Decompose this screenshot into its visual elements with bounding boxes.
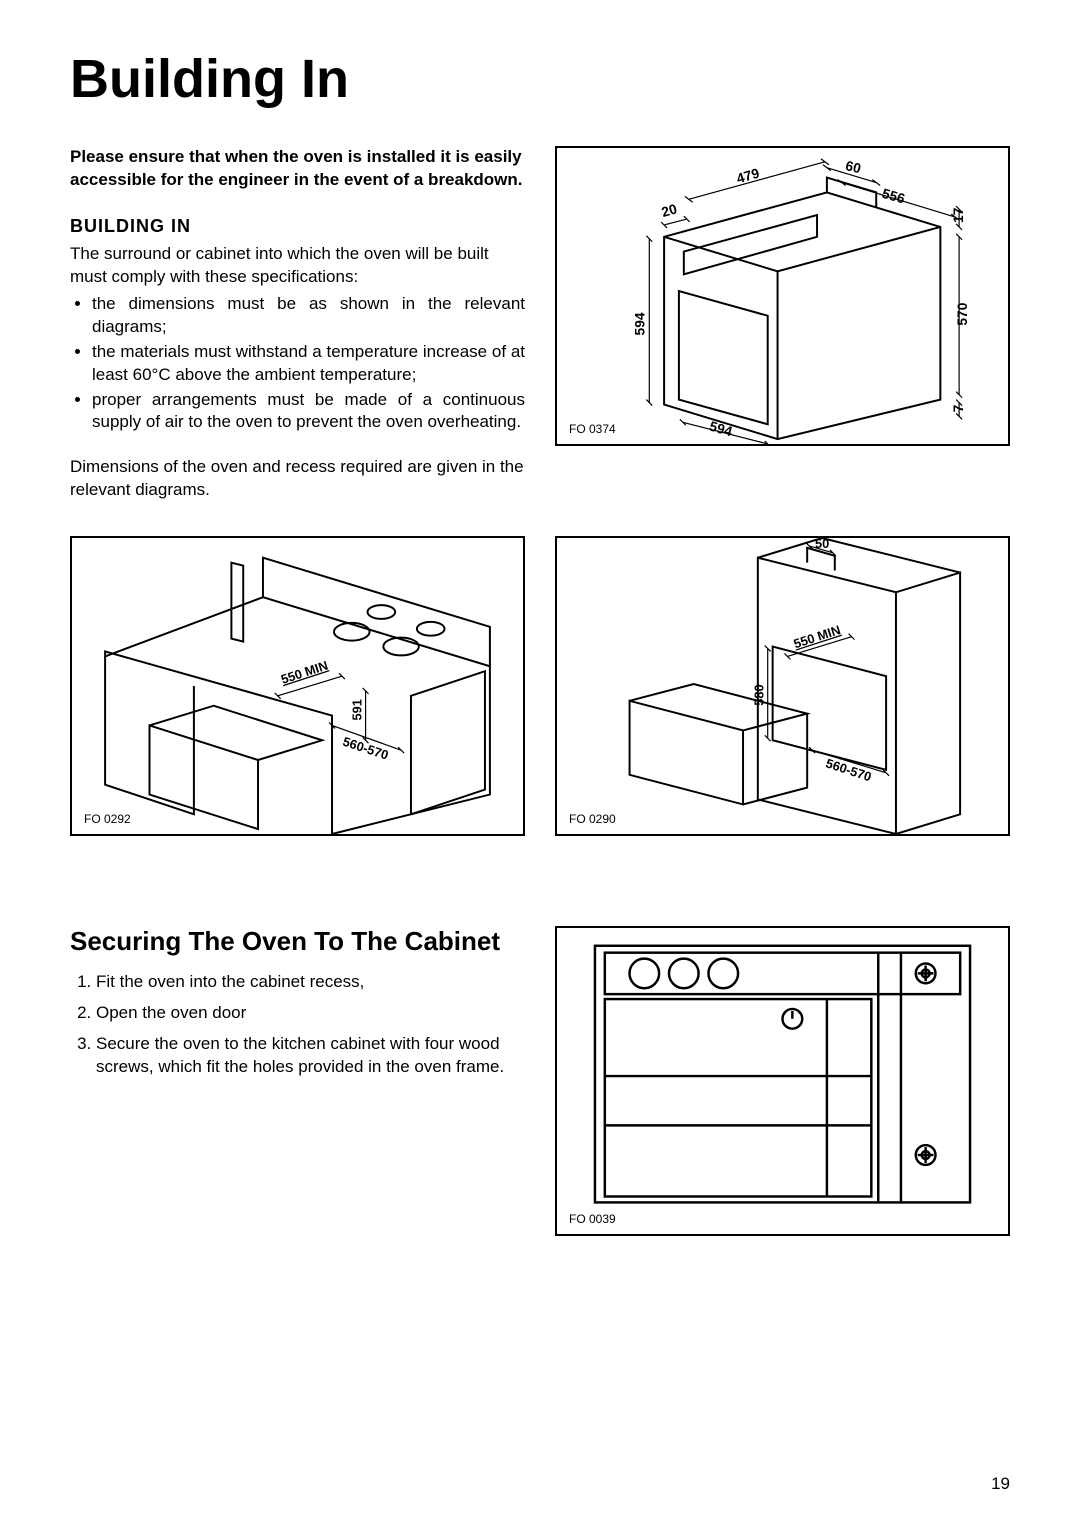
diagram-ref: FO 0290 — [569, 812, 616, 826]
diagram-ref: FO 0292 — [84, 812, 131, 826]
section-heading: BUILDING IN — [70, 216, 525, 237]
securing-row: Securing The Oven To The Cabinet Fit the… — [70, 926, 1010, 1236]
dim-label: 20 — [660, 200, 679, 220]
intro-paragraph: Please ensure that when the oven is inst… — [70, 146, 525, 192]
diagram-ref: FO 0374 — [569, 422, 616, 436]
dim-label: 580 — [752, 685, 767, 706]
bullet-item: proper arrangements must be made of a co… — [92, 389, 525, 435]
intro-row: Please ensure that when the oven is inst… — [70, 146, 1010, 506]
step-item: Secure the oven to the kitchen cabinet w… — [96, 1033, 525, 1079]
spec-bullets: the dimensions must be as shown in the r… — [70, 293, 525, 435]
step-item: Open the oven door — [96, 1002, 525, 1025]
diagram-securing-screws: FO 0039 — [555, 926, 1010, 1236]
bullet-item: the materials must withstand a temperatu… — [92, 341, 525, 387]
page-number: 19 — [991, 1474, 1010, 1494]
diagram-row: 550 MIN 560-570 591 FO 0292 — [70, 536, 1010, 836]
dim-label: 50 — [815, 538, 829, 551]
dim-label: 570 — [954, 302, 970, 325]
dim-label: 17 — [950, 207, 966, 223]
dim-label: 479 — [735, 165, 762, 187]
bullet-item: the dimensions must be as shown in the r… — [92, 293, 525, 339]
body-paragraph-1: The surround or cabinet into which the o… — [70, 243, 525, 289]
body-paragraph-2: Dimensions of the oven and recess requir… — [70, 456, 525, 502]
diagram-oven-dimensions: 60 479 20 556 17 570 7 594 594 FO 0374 — [555, 146, 1010, 446]
dim-label: 594 — [631, 312, 647, 335]
step-item: Fit the oven into the cabinet recess, — [96, 971, 525, 994]
diagram-ref: FO 0039 — [569, 1212, 616, 1226]
dim-label: 556 — [880, 185, 907, 207]
page-title: Building In — [70, 48, 1010, 110]
diagram-under-counter: 550 MIN 560-570 591 FO 0292 — [70, 536, 525, 836]
dim-label: 591 — [350, 699, 365, 720]
subheading: Securing The Oven To The Cabinet — [70, 926, 525, 957]
dim-label: 594 — [708, 418, 735, 440]
diagram-column-install: 50 550 MIN 560-570 580 FO 0290 — [555, 536, 1010, 836]
steps-list: Fit the oven into the cabinet recess, Op… — [70, 971, 525, 1079]
dim-label: 7 — [950, 404, 966, 412]
